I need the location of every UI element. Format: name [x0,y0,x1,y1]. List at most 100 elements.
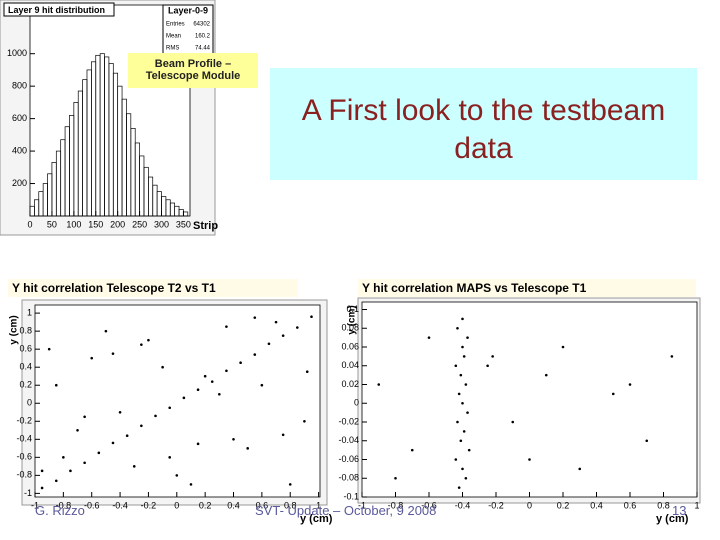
y-tick-label: 0.04 [341,360,359,370]
point [464,476,468,480]
y-tick-label: -0.2 [16,416,32,426]
stats-value: 160.2 [195,34,211,40]
point [427,336,431,339]
stats-value: 64302 [193,22,210,28]
x-tick-label: 0 [27,219,32,229]
x-tick-label: 0.8 [284,500,297,510]
y-tick-label: -0.8 [16,470,32,480]
point [118,410,122,414]
x-tick-label: -0.8 [56,500,72,510]
point [461,345,464,349]
point [218,392,221,396]
point [281,433,285,437]
point [578,467,582,471]
x-axis-label: y (cm) [656,513,689,525]
stats-label: Entries [166,22,185,28]
point [253,316,257,319]
point [168,406,172,410]
point [459,373,463,377]
x-tick-label: -0.2 [141,500,157,510]
point [189,483,193,486]
point [628,383,632,386]
point [260,383,264,387]
point [467,448,471,452]
point [454,458,458,461]
y-tick-label: -0.02 [338,416,359,426]
y-tick-label: 0.02 [341,379,359,389]
point [267,342,271,346]
plot-frame [361,301,698,498]
point [54,479,58,483]
point [196,388,200,392]
point [305,370,309,374]
x-tick-label: 1 [694,500,699,510]
point [296,326,299,329]
y-tick-label: -0.04 [338,435,359,445]
y-tick-label: 0.6 [19,344,32,354]
hist-bar [183,211,189,217]
y-tick-label: 1 [27,307,32,317]
point [47,347,51,351]
page-number: 13 [672,503,687,518]
point [161,365,164,369]
point [147,338,150,342]
x-tick-label: 200 [110,219,125,229]
point [132,465,136,468]
x-tick-label: 0.2 [199,500,212,510]
point [274,320,278,324]
point [454,364,458,368]
point [203,374,207,378]
x-tick-label: 0.2 [557,500,570,510]
point [253,353,257,356]
point [457,486,461,489]
point [140,424,143,428]
point [40,469,44,473]
point [561,345,565,349]
stats-name: Layer-0-9 [168,5,208,15]
y-tick-label: 0.2 [19,380,32,390]
point [196,442,200,446]
point [182,396,186,400]
y-tick-label: -0.4 [16,434,32,444]
point [97,451,101,455]
point [410,448,414,452]
chart-title-box [8,279,298,297]
y-tick-label: 0.08 [341,323,359,333]
point [40,486,44,490]
stats-value: 74.44 [195,46,211,52]
point [310,315,313,319]
point [462,430,466,433]
x-tick-label: 0.4 [590,500,603,510]
y-tick-label: 0.4 [19,362,32,372]
point [462,355,466,358]
y-tick-label: -0.6 [16,452,32,462]
chart-title: Y hit correlation Telescope T2 vs T1 [12,281,216,295]
point [303,419,306,423]
point [466,336,469,339]
x-tick-label: -0.6 [421,500,437,510]
point [125,434,129,438]
point [466,411,469,414]
stats-label: Mean [166,34,181,40]
y-tick-label: 400 [12,145,27,155]
y-tick-label: -0.08 [338,473,359,483]
point [461,317,464,321]
x-tick-label: 0.6 [624,500,637,510]
point [528,458,531,461]
point [90,356,94,360]
x-axis-label: y (cm) [300,513,333,525]
point [461,401,464,405]
point [464,383,468,386]
x-axis-label: Strip [193,220,218,232]
x-tick-label: -1 [31,500,39,510]
point [377,383,381,386]
x-tick-label: -0.4 [455,500,471,510]
point [486,364,489,368]
x-tick-label: 0.4 [227,500,240,510]
point [83,461,86,465]
annotation: Beam Profile – Telescope Module [128,53,258,88]
point [457,392,461,396]
point [168,456,172,459]
